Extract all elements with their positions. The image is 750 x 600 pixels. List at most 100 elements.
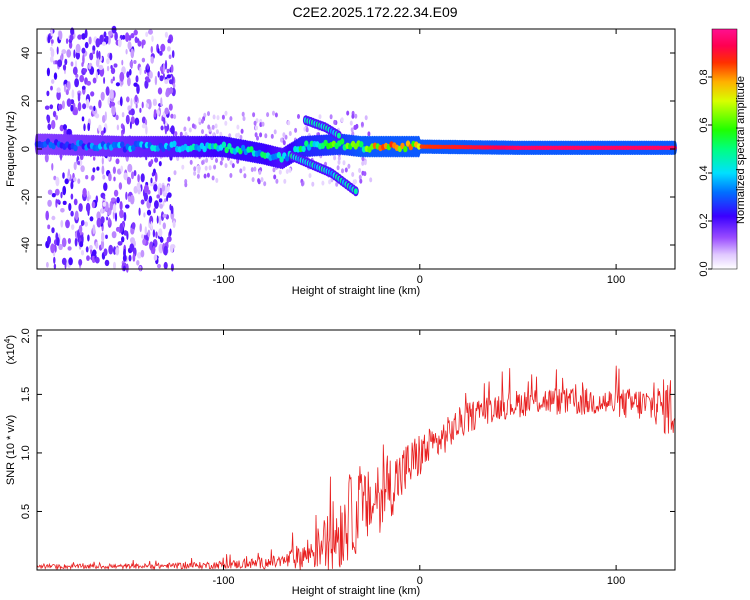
- snr-y-tick-label: 1.5: [20, 387, 32, 402]
- spectrogram-noise-cell: [167, 46, 171, 52]
- spectrogram-noise-cell: [129, 60, 133, 68]
- spectrogram-noise-cell: [94, 256, 100, 264]
- spectrogram-noise-cell: [122, 34, 126, 40]
- spectrogram-noise-cell: [65, 38, 69, 44]
- spectrogram-noise-cell: [196, 173, 200, 179]
- spectrogram-noise-cell: [47, 235, 51, 245]
- spectrogram-noise-cell: [53, 60, 56, 65]
- spectrogram-noise-cell: [258, 169, 262, 175]
- spectrogram-noise-cell: [111, 105, 116, 116]
- spectrogram-noise-cell: [47, 123, 52, 131]
- spectrogram-noise-cell: [131, 222, 136, 230]
- spectrogram-y-tick-label: 0: [20, 146, 32, 152]
- spectrogram-noise-cell: [78, 225, 83, 234]
- spectrogram-noise-cell: [149, 71, 153, 79]
- spectrogram-noise-cell: [61, 237, 67, 248]
- spectrogram-noise-cell: [113, 63, 118, 68]
- spectrogram-noise-cell: [166, 74, 172, 79]
- spectrogram-noise-cell: [162, 222, 166, 230]
- spectrogram-noise-cell: [55, 114, 58, 121]
- spectrogram-noise-cell: [236, 124, 240, 130]
- spectrogram-noise-cell: [47, 189, 53, 195]
- spectrogram-noise-cell: [266, 112, 270, 118]
- colorbar-tick-label: 0.0: [698, 261, 710, 276]
- spectrogram-noise-cell: [53, 175, 57, 181]
- spectrogram-noise-cell: [108, 30, 113, 36]
- spectrogram-noise-cell: [211, 124, 215, 130]
- spectrogram-noise-cell: [98, 99, 102, 109]
- spectrogram-noise-cell: [71, 89, 75, 99]
- spectrogram-noise-cell: [159, 187, 163, 196]
- spectrogram-noise-cell: [63, 83, 67, 93]
- spectrogram-noise-cell: [74, 210, 79, 221]
- spectrogram-noise-cell: [141, 42, 144, 49]
- spectrogram-branch-cell: [336, 132, 341, 139]
- spectrogram-noise-cell: [109, 89, 114, 99]
- spectrogram-noise-cell: [198, 117, 202, 123]
- spectrogram-noise-cell: [104, 259, 110, 267]
- spectrogram-noise-cell: [103, 127, 106, 134]
- spectrogram-ridge-cell: [284, 155, 290, 162]
- spectrogram-ridge-cell: [301, 145, 306, 153]
- spectrogram-noise-cell: [144, 119, 148, 126]
- spectrogram-noise-cell: [73, 198, 78, 206]
- spectrogram-noise-cell: [219, 160, 223, 166]
- spectrogram-noise-cell: [96, 166, 100, 171]
- spectrogram-noise-cell: [168, 87, 174, 94]
- spectrogram-branch-cell: [353, 188, 358, 195]
- spectrogram-noise-cell: [128, 110, 133, 115]
- spectrogram-noise-cell: [106, 216, 109, 221]
- spectrogram-noise-cell: [56, 46, 59, 55]
- spectrogram-noise-cell: [251, 177, 255, 183]
- spectrogram-noise-cell: [183, 126, 187, 132]
- spectrogram-ridge-cell: [224, 146, 229, 154]
- spectrogram-noise-cell: [172, 220, 176, 228]
- spectrogram-noise-cell: [125, 263, 129, 273]
- spectrogram-noise-cell: [239, 168, 243, 174]
- spectrogram-noise-cell: [93, 105, 96, 111]
- spectrogram-noise-cell: [53, 263, 57, 269]
- spectrogram-noise-cell: [92, 77, 97, 84]
- spectrogram-noise-cell: [75, 43, 81, 54]
- spectrogram-noise-cell: [82, 68, 88, 73]
- spectrogram-noise-cell: [342, 160, 346, 166]
- spectrogram-noise-cell: [141, 123, 147, 129]
- spectrogram-noise-cell: [146, 78, 151, 83]
- spectrogram-noise-cell: [125, 204, 130, 209]
- spectrogram-noise-cell: [137, 174, 140, 183]
- spectrogram-noise-cell: [224, 110, 228, 116]
- spectrogram-noise-cell: [259, 122, 263, 128]
- spectrogram-noise-cell: [358, 174, 362, 180]
- spectrogram-noise-cell: [358, 168, 362, 173]
- spectrogram-noise-cell: [130, 98, 133, 108]
- spectrogram-noise-cell: [145, 102, 150, 109]
- spectrogram-noise-cell: [147, 229, 151, 238]
- spectrogram-noise-cell: [101, 157, 104, 165]
- spectrogram-noise-cell: [45, 210, 49, 221]
- spectrogram-noise-cell: [74, 78, 79, 88]
- spectrogram-noise-cell: [159, 203, 163, 209]
- spectrogram-noise-cell: [143, 192, 148, 202]
- spectrogram-noise-cell: [145, 125, 148, 135]
- spectrogram-noise-cell: [103, 248, 108, 256]
- spectrogram-noise-cell: [102, 201, 107, 207]
- spectrogram-noise-cell: [133, 186, 138, 194]
- colorbar-ticks: 0.0 0.2 0.4 0.6 0.8: [698, 69, 712, 277]
- spectrogram-noise-cell: [349, 120, 353, 126]
- spectrogram-ridge-cell: [304, 140, 309, 147]
- spectrogram-noise-cell: [328, 179, 332, 185]
- spectrogram-noise-cell: [53, 72, 58, 80]
- spectrogram-noise-cell: [98, 124, 102, 132]
- spectrogram-noise-cell: [126, 96, 130, 103]
- spectrogram-noise-cell: [132, 253, 136, 262]
- spectrogram-noise-cell: [96, 211, 101, 221]
- spectrogram-noise-cell: [125, 48, 128, 55]
- spectrogram-noise-cell: [169, 244, 174, 253]
- spectrogram-noise-cell: [193, 170, 197, 176]
- spectrogram-noise-cell: [110, 78, 114, 84]
- spectrogram-noise-cell: [105, 35, 109, 42]
- spectrogram-noise-cell: [86, 80, 92, 86]
- spectrogram-noise-cell: [153, 254, 158, 261]
- colorbar-tick-label: 0.6: [698, 117, 710, 132]
- spectrogram-noise-cell: [148, 29, 153, 35]
